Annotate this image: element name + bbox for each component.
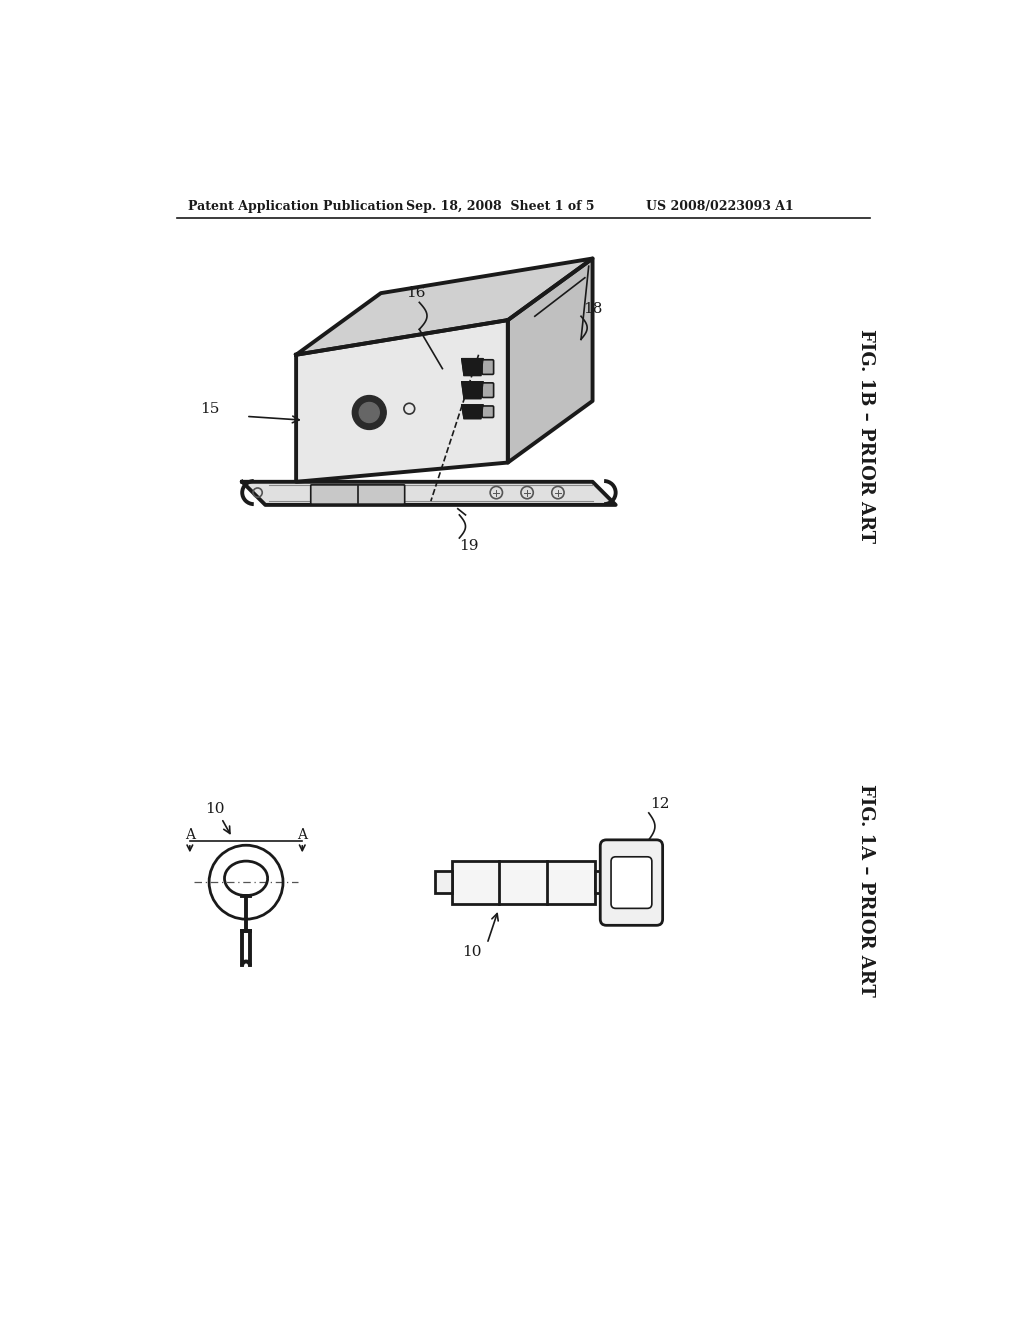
FancyBboxPatch shape [600, 840, 663, 925]
Polygon shape [462, 405, 483, 418]
Text: 12: 12 [650, 797, 670, 810]
Text: 16: 16 [406, 286, 425, 300]
Text: US 2008/0223093 A1: US 2008/0223093 A1 [646, 201, 795, 214]
Polygon shape [254, 482, 604, 506]
Polygon shape [243, 482, 615, 506]
Text: Sep. 18, 2008  Sheet 1 of 5: Sep. 18, 2008 Sheet 1 of 5 [407, 201, 595, 214]
Text: FIG. 1A – PRIOR ART: FIG. 1A – PRIOR ART [857, 784, 874, 997]
Polygon shape [508, 259, 593, 462]
Text: 18: 18 [583, 301, 602, 315]
Text: 15: 15 [200, 401, 219, 416]
Text: A: A [185, 828, 195, 842]
Text: Patent Application Publication: Patent Application Publication [188, 201, 403, 214]
Bar [453, 862, 595, 904]
Polygon shape [462, 359, 483, 376]
Circle shape [359, 403, 379, 422]
FancyBboxPatch shape [310, 484, 404, 504]
Text: 19: 19 [460, 539, 479, 553]
Circle shape [352, 396, 386, 429]
Bar [595, 871, 606, 892]
Polygon shape [296, 259, 593, 355]
FancyBboxPatch shape [482, 407, 494, 417]
Bar [435, 871, 453, 892]
Text: FIG. 1B – PRIOR ART: FIG. 1B – PRIOR ART [857, 329, 874, 543]
FancyBboxPatch shape [482, 383, 494, 397]
Text: 10: 10 [206, 803, 225, 816]
Polygon shape [296, 321, 508, 482]
FancyBboxPatch shape [482, 360, 494, 375]
Text: 10: 10 [462, 945, 481, 958]
Text: A: A [297, 828, 307, 842]
Polygon shape [462, 381, 483, 399]
FancyBboxPatch shape [611, 857, 652, 908]
